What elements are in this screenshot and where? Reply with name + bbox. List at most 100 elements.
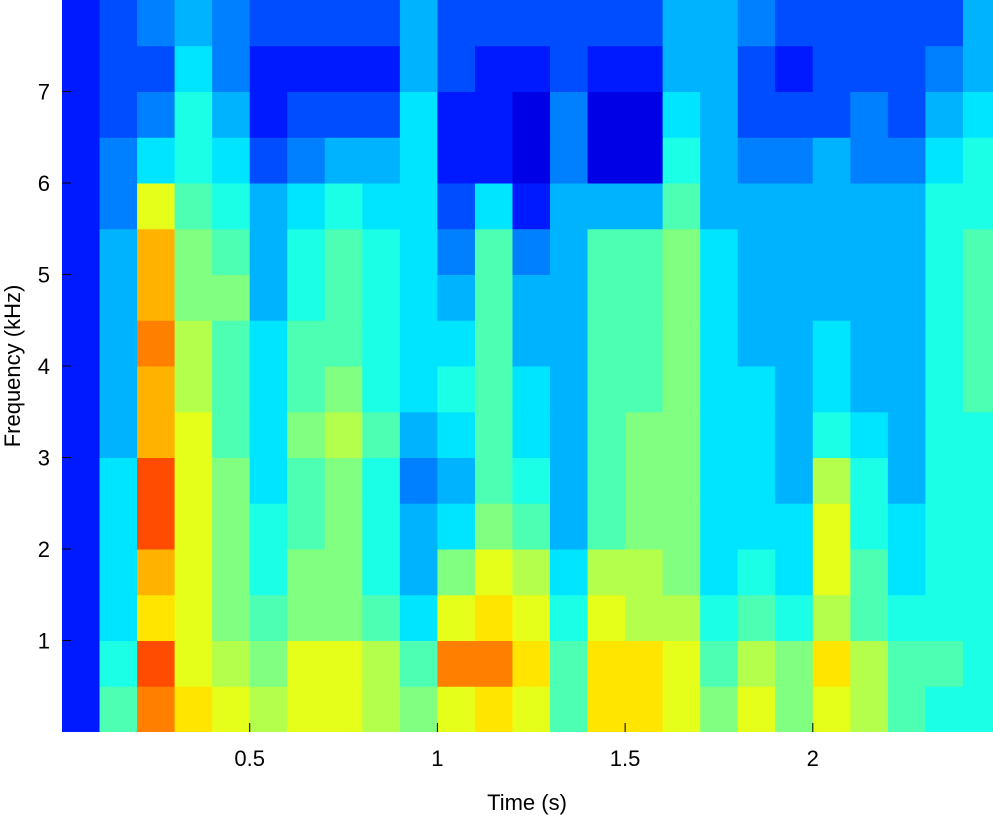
x-tick-label: 2 [807,746,819,771]
heatmap-cell [212,228,251,275]
heatmap-cell [399,183,438,230]
heatmap-cell [287,274,326,321]
heatmap-cell [962,137,993,184]
heatmap-cell [399,594,438,641]
heatmap-cell [962,549,993,596]
heatmap-cell [399,91,438,138]
y-tick-label: 5 [38,263,50,288]
heatmap-cell [625,503,664,550]
heatmap-cell [925,503,964,550]
heatmap-cell [812,274,851,321]
heatmap-cell [925,45,964,92]
heatmap-cell [700,594,739,641]
heatmap-cell [887,457,926,504]
heatmap-cell [249,91,288,138]
heatmap-cell [99,91,138,138]
heatmap-cell [212,549,251,596]
heatmap-cell [362,640,401,687]
heatmap-cell [512,91,551,138]
heatmap-cell [662,411,701,458]
heatmap-cell [512,640,551,687]
heatmap-cell [324,640,363,687]
heatmap-cell [362,137,401,184]
heatmap-cell [212,45,251,92]
heatmap-cell [287,228,326,275]
heatmap-cell [925,594,964,641]
heatmap-cell [212,457,251,504]
heatmap-cell [850,366,889,413]
heatmap-cell [99,137,138,184]
heatmap-cell [474,0,513,47]
heatmap-cell [962,183,993,230]
heatmap-cell [512,137,551,184]
heatmap-cell [212,686,251,732]
heatmap-cell [212,137,251,184]
heatmap-cell [925,91,964,138]
heatmap-cell [399,457,438,504]
heatmap-cell [474,228,513,275]
heatmap-cell [812,457,851,504]
heatmap-cell [62,137,101,184]
heatmap-cell [99,411,138,458]
heatmap-cell [62,0,101,47]
heatmap-cell [249,183,288,230]
heatmap-cell [362,45,401,92]
heatmap-cell [775,411,814,458]
heatmap-cell [700,274,739,321]
heatmap-cell [324,137,363,184]
heatmap-cell [775,549,814,596]
heatmap-cell [700,228,739,275]
heatmap-cell [474,183,513,230]
heatmap-cell [437,366,476,413]
heatmap-cell [62,320,101,367]
heatmap-cell [174,686,213,732]
heatmap-cell [850,0,889,47]
heatmap-cell [737,320,776,367]
heatmap-cell [137,228,176,275]
heatmap-cell [512,503,551,550]
heatmap-cell [399,137,438,184]
heatmap-cell [962,366,993,413]
heatmap-cell [700,503,739,550]
heatmap-cell [662,45,701,92]
heatmap-cell [925,320,964,367]
heatmap-cell [362,0,401,47]
heatmap-cell [474,686,513,732]
heatmap-cell [887,411,926,458]
heatmap-cell [137,91,176,138]
y-tick-label: 1 [38,629,50,654]
heatmap-cell [700,411,739,458]
heatmap-cell [625,411,664,458]
heatmap-cell [887,366,926,413]
heatmap-cell [324,549,363,596]
heatmap-cell [812,640,851,687]
heatmap-cell [887,274,926,321]
heatmap-cell [324,45,363,92]
heatmap-cell [925,640,964,687]
heatmap-cell [512,594,551,641]
heatmap-cell [362,594,401,641]
y-tick-label: 7 [38,80,50,105]
heatmap-cell [850,274,889,321]
heatmap-cell [437,411,476,458]
heatmap-cell [512,411,551,458]
heatmap-cell [137,0,176,47]
heatmap-cell [737,640,776,687]
heatmap-cell [362,457,401,504]
heatmap-cell [737,594,776,641]
heatmap-cell [625,457,664,504]
heatmap-cell [287,503,326,550]
heatmap-cell [399,366,438,413]
heatmap-cell [399,411,438,458]
heatmap-cell [174,228,213,275]
heatmap-cell [850,640,889,687]
heatmap-cell [775,640,814,687]
heatmap-cell [925,274,964,321]
heatmap-cell [962,320,993,367]
heatmap-cell [550,366,589,413]
heatmap-cell [324,594,363,641]
heatmap-cell [512,549,551,596]
heatmap-cell [399,274,438,321]
heatmap-cell [287,137,326,184]
heatmap-cell [962,457,993,504]
